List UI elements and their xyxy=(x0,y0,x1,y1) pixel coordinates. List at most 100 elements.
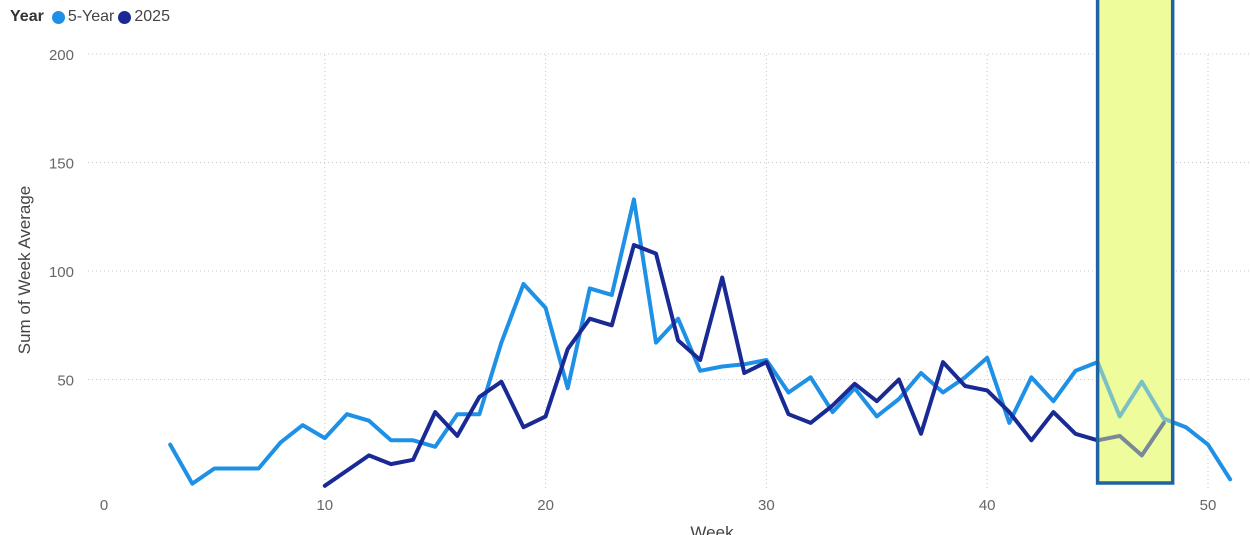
data-point-2025-34[interactable] xyxy=(853,382,857,386)
data-point-2025-33[interactable] xyxy=(831,404,835,408)
data-point-2025-27[interactable] xyxy=(698,358,702,362)
data-point-2025-30[interactable] xyxy=(764,360,768,364)
axis-labels: 50 100 150 200 0 10 20 30 40 50 xyxy=(49,47,1216,514)
data-point-2025-41[interactable] xyxy=(1007,410,1011,414)
legend-label-2025: 2025 xyxy=(134,8,170,25)
legend-dot-5-year xyxy=(51,10,65,24)
data-point-2025-36[interactable] xyxy=(897,378,901,382)
data-point-5-year-35[interactable] xyxy=(875,414,879,418)
data-point-2025-15[interactable] xyxy=(433,410,437,414)
legend-label-5-year: 5-Year xyxy=(67,8,115,25)
data-point-5-year-31[interactable] xyxy=(786,391,790,395)
data-point-5-year-15[interactable] xyxy=(433,445,437,449)
data-point-5-year-14[interactable] xyxy=(411,438,415,442)
data-point-5-year-49[interactable] xyxy=(1184,425,1188,429)
data-point-5-year-32[interactable] xyxy=(809,375,813,379)
y-tick-label-100: 100 xyxy=(49,264,74,281)
data-point-5-year-36[interactable] xyxy=(897,397,901,401)
data-point-5-year-7[interactable] xyxy=(257,466,261,470)
data-point-2025-32[interactable] xyxy=(809,421,813,425)
data-point-5-year-39[interactable] xyxy=(963,375,967,379)
data-point-5-year-25[interactable] xyxy=(654,341,658,345)
data-point-5-year-23[interactable] xyxy=(610,293,614,297)
data-point-5-year-50[interactable] xyxy=(1206,443,1210,447)
x-tick-label-0: 0 xyxy=(100,497,108,514)
highlight-band-outline xyxy=(1095,0,1175,485)
data-point-2025-40[interactable] xyxy=(985,388,989,392)
series-line-2025[interactable] xyxy=(322,243,1166,488)
data-point-2025-24[interactable] xyxy=(632,243,636,247)
data-point-5-year-27[interactable] xyxy=(698,369,702,373)
data-point-2025-44[interactable] xyxy=(1074,432,1078,436)
data-point-5-year-6[interactable] xyxy=(234,466,238,470)
x-tick-label-50: 50 xyxy=(1200,497,1217,514)
data-point-5-year-40[interactable] xyxy=(985,356,989,360)
data-point-2025-18[interactable] xyxy=(499,380,503,384)
data-point-2025-26[interactable] xyxy=(676,338,680,342)
legend-dot-2025 xyxy=(118,10,132,24)
series-line-5-year[interactable] xyxy=(168,197,1233,486)
data-point-2025-21[interactable] xyxy=(566,347,570,351)
data-point-2025-19[interactable] xyxy=(522,425,526,429)
y-tick-label-200: 200 xyxy=(49,47,74,64)
data-point-2025-11[interactable] xyxy=(345,469,349,473)
y-tick-label-50: 50 xyxy=(57,373,74,390)
data-point-5-year-9[interactable] xyxy=(301,423,305,427)
data-point-2025-20[interactable] xyxy=(544,414,548,418)
data-point-2025-22[interactable] xyxy=(588,317,592,321)
data-point-2025-38[interactable] xyxy=(941,360,945,364)
data-point-5-year-24[interactable] xyxy=(632,197,636,201)
data-point-5-year-3[interactable] xyxy=(168,443,172,447)
data-point-5-year-11[interactable] xyxy=(345,412,349,416)
data-point-5-year-51[interactable] xyxy=(1228,477,1232,481)
data-point-2025-12[interactable] xyxy=(367,453,371,457)
data-point-2025-39[interactable] xyxy=(963,384,967,388)
highlight-band xyxy=(1097,0,1173,483)
data-point-2025-13[interactable] xyxy=(389,462,393,466)
data-point-2025-23[interactable] xyxy=(610,323,614,327)
data-point-5-year-8[interactable] xyxy=(279,440,283,444)
data-point-5-year-38[interactable] xyxy=(941,391,945,395)
data-point-5-year-43[interactable] xyxy=(1051,399,1055,403)
data-point-2025-14[interactable] xyxy=(411,458,415,462)
data-point-5-year-42[interactable] xyxy=(1029,375,1033,379)
highlight-band-layer xyxy=(1097,0,1173,483)
data-point-2025-16[interactable] xyxy=(455,434,459,438)
legend-item-2025[interactable]: 2025 xyxy=(118,8,170,26)
data-point-5-year-37[interactable] xyxy=(919,371,923,375)
chart-legend: Year 5-Year 2025 xyxy=(10,8,174,26)
data-point-5-year-10[interactable] xyxy=(323,436,327,440)
data-point-5-year-17[interactable] xyxy=(477,412,481,416)
data-point-5-year-22[interactable] xyxy=(588,286,592,290)
data-point-2025-35[interactable] xyxy=(875,399,879,403)
data-point-5-year-26[interactable] xyxy=(676,317,680,321)
legend-item-5-year[interactable]: 5-Year xyxy=(51,8,115,26)
data-point-2025-28[interactable] xyxy=(720,276,724,280)
data-point-2025-29[interactable] xyxy=(742,371,746,375)
data-point-2025-17[interactable] xyxy=(477,395,481,399)
grid-lines xyxy=(88,53,1250,488)
data-point-5-year-4[interactable] xyxy=(190,482,194,486)
data-point-2025-37[interactable] xyxy=(919,432,923,436)
x-tick-label-10: 10 xyxy=(316,497,333,514)
data-point-5-year-41[interactable] xyxy=(1007,421,1011,425)
data-point-2025-25[interactable] xyxy=(654,252,658,256)
data-point-2025-31[interactable] xyxy=(786,412,790,416)
data-point-5-year-16[interactable] xyxy=(455,412,459,416)
data-point-2025-42[interactable] xyxy=(1029,438,1033,442)
data-point-5-year-20[interactable] xyxy=(544,306,548,310)
data-point-2025-43[interactable] xyxy=(1051,410,1055,414)
data-point-5-year-28[interactable] xyxy=(720,364,724,368)
data-point-5-year-5[interactable] xyxy=(212,466,216,470)
data-point-5-year-19[interactable] xyxy=(522,282,526,286)
data-point-5-year-18[interactable] xyxy=(499,341,503,345)
data-point-5-year-12[interactable] xyxy=(367,419,371,423)
data-point-5-year-44[interactable] xyxy=(1074,369,1078,373)
data-point-5-year-33[interactable] xyxy=(831,410,835,414)
data-point-5-year-13[interactable] xyxy=(389,438,393,442)
series-lines xyxy=(168,197,1233,488)
data-point-5-year-21[interactable] xyxy=(566,386,570,390)
y-tick-label-150: 150 xyxy=(49,156,74,173)
data-point-2025-10[interactable] xyxy=(323,484,327,488)
